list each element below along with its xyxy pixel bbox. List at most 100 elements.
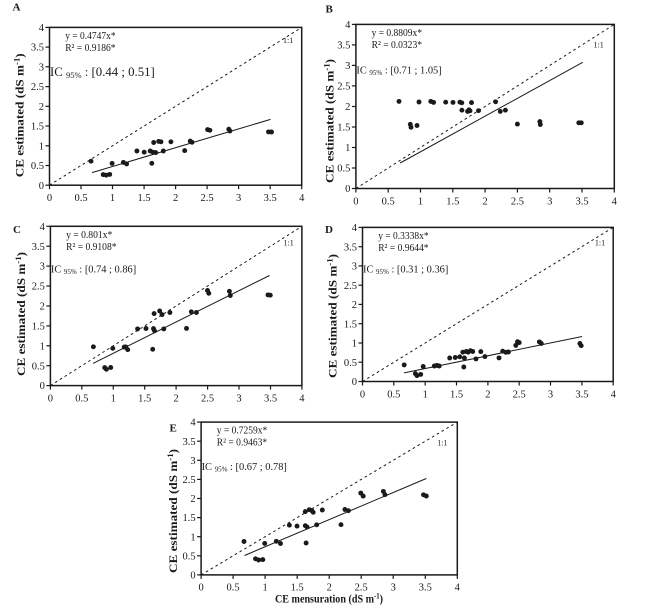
svg-text:1: 1	[418, 196, 423, 207]
svg-text:1: 1	[423, 389, 428, 400]
svg-text:A: A	[13, 2, 21, 14]
svg-text:3.5: 3.5	[31, 43, 44, 54]
svg-text:B: B	[326, 4, 334, 16]
svg-text:3: 3	[345, 61, 350, 72]
svg-text:2: 2	[327, 583, 332, 594]
svg-text:2: 2	[345, 102, 350, 113]
svg-text:3: 3	[40, 262, 45, 273]
svg-text:y = 0.8809x*: y = 0.8809x*	[372, 28, 422, 39]
svg-text:2.5: 2.5	[513, 389, 526, 400]
svg-text:1.5: 1.5	[31, 122, 44, 133]
svg-text:1.5: 1.5	[450, 389, 463, 400]
svg-text:CE estimated (dS m-1): CE estimated (dS m-1)	[14, 252, 28, 376]
svg-text:3: 3	[391, 583, 396, 594]
svg-text:2: 2	[40, 302, 45, 313]
svg-text:0: 0	[198, 583, 203, 594]
svg-text:0: 0	[353, 196, 358, 207]
svg-text:y = 0.7259x*: y = 0.7259x*	[217, 426, 267, 437]
svg-text:4: 4	[299, 393, 305, 404]
svg-text:1:1: 1:1	[594, 41, 604, 50]
svg-text:3: 3	[236, 193, 241, 204]
svg-text:CE mensuration (dS m-1): CE mensuration (dS m-1)	[275, 592, 383, 606]
svg-text:3: 3	[39, 62, 44, 73]
svg-text:0.5: 0.5	[75, 393, 88, 404]
svg-text:3: 3	[190, 456, 195, 467]
svg-text:y = 0.3338x*: y = 0.3338x*	[378, 231, 428, 242]
svg-text:IC 95% : [0.74 ; 0.86]: IC 95% : [0.74 ; 0.86]	[51, 265, 136, 277]
svg-text:2: 2	[173, 393, 178, 404]
svg-text:R² = 0.9108*: R² = 0.9108*	[66, 242, 116, 253]
svg-text:0.5: 0.5	[31, 161, 44, 172]
svg-text:3.5: 3.5	[575, 196, 588, 207]
svg-text:R² = 0.9463*: R² = 0.9463*	[217, 438, 267, 449]
svg-text:IC 95% : [0.44 ; 0.51]: IC 95% : [0.44 ; 0.51]	[50, 65, 155, 80]
svg-text:0.5: 0.5	[32, 361, 45, 372]
svg-text:2.5: 2.5	[201, 393, 214, 404]
svg-text:2.5: 2.5	[511, 196, 524, 207]
svg-text:2: 2	[482, 196, 487, 207]
svg-text:4: 4	[299, 193, 305, 204]
svg-text:2: 2	[352, 300, 357, 311]
svg-text:1:1: 1:1	[437, 439, 447, 448]
svg-text:2.5: 2.5	[32, 282, 45, 293]
svg-text:D: D	[325, 224, 333, 236]
svg-text:0: 0	[352, 377, 357, 388]
svg-text:3.5: 3.5	[32, 242, 45, 253]
svg-text:1.5: 1.5	[32, 322, 45, 333]
svg-text:0: 0	[48, 393, 53, 404]
svg-text:1: 1	[40, 341, 45, 352]
svg-text:3.5: 3.5	[264, 393, 277, 404]
svg-text:IC 95% : [0.67 ; 0.78]: IC 95% : [0.67 ; 0.78]	[202, 462, 287, 474]
svg-text:3: 3	[548, 389, 553, 400]
svg-text:2.5: 2.5	[182, 475, 195, 486]
svg-text:0.5: 0.5	[344, 358, 357, 369]
svg-text:1.5: 1.5	[446, 196, 459, 207]
svg-text:C: C	[13, 224, 21, 236]
svg-text:1:1: 1:1	[283, 36, 293, 45]
svg-text:0: 0	[190, 571, 195, 582]
svg-text:R² = 0.9186*: R² = 0.9186*	[65, 43, 115, 54]
svg-text:1.5: 1.5	[291, 583, 304, 594]
svg-text:CE estimated (dS m-1): CE estimated (dS m-1)	[12, 53, 26, 177]
svg-text:0: 0	[360, 389, 365, 400]
svg-text:4: 4	[352, 223, 358, 234]
svg-text:4: 4	[190, 418, 196, 429]
svg-text:3: 3	[352, 262, 357, 273]
svg-text:3.5: 3.5	[264, 193, 277, 204]
svg-text:CE estimated (dS m-1): CE estimated (dS m-1)	[323, 59, 337, 183]
svg-text:R² = 0.0323*: R² = 0.0323*	[372, 40, 422, 51]
svg-text:0: 0	[345, 184, 350, 195]
svg-text:1: 1	[345, 143, 350, 154]
svg-text:4: 4	[455, 583, 461, 594]
svg-text:2.5: 2.5	[355, 583, 368, 594]
svg-text:2: 2	[485, 389, 490, 400]
svg-text:1: 1	[190, 532, 195, 543]
svg-text:2.5: 2.5	[344, 281, 357, 292]
svg-text:4: 4	[39, 23, 45, 34]
svg-text:2: 2	[173, 193, 178, 204]
svg-text:0.5: 0.5	[382, 196, 395, 207]
svg-text:0.5: 0.5	[387, 389, 400, 400]
svg-text:1: 1	[111, 393, 116, 404]
svg-text:y = 0.801x*: y = 0.801x*	[66, 230, 112, 241]
svg-text:CE estimated (dS m-1): CE estimated (dS m-1)	[325, 254, 339, 378]
svg-text:0.5: 0.5	[74, 193, 87, 204]
svg-text:y = 0.4747x*: y = 0.4747x*	[65, 31, 115, 42]
svg-text:IC 95% : [0.71 ; 1.05]: IC 95% : [0.71 ; 1.05]	[356, 66, 441, 78]
svg-text:3.5: 3.5	[182, 437, 195, 448]
svg-text:1.5: 1.5	[138, 193, 151, 204]
svg-text:0.5: 0.5	[182, 551, 195, 562]
svg-text:2: 2	[39, 102, 44, 113]
svg-text:0.5: 0.5	[337, 164, 350, 175]
svg-text:1: 1	[110, 193, 115, 204]
svg-text:1:1: 1:1	[284, 239, 294, 248]
svg-text:CE estimated (dS m-1): CE estimated (dS m-1)	[166, 449, 180, 573]
svg-text:0.5: 0.5	[227, 583, 240, 594]
svg-text:4: 4	[345, 20, 351, 31]
svg-text:2.5: 2.5	[337, 82, 350, 93]
svg-text:R² = 0.9644*: R² = 0.9644*	[378, 243, 428, 254]
svg-text:0: 0	[47, 193, 52, 204]
svg-text:2: 2	[190, 494, 195, 505]
svg-text:1.5: 1.5	[182, 513, 195, 524]
svg-text:1.5: 1.5	[337, 123, 350, 134]
